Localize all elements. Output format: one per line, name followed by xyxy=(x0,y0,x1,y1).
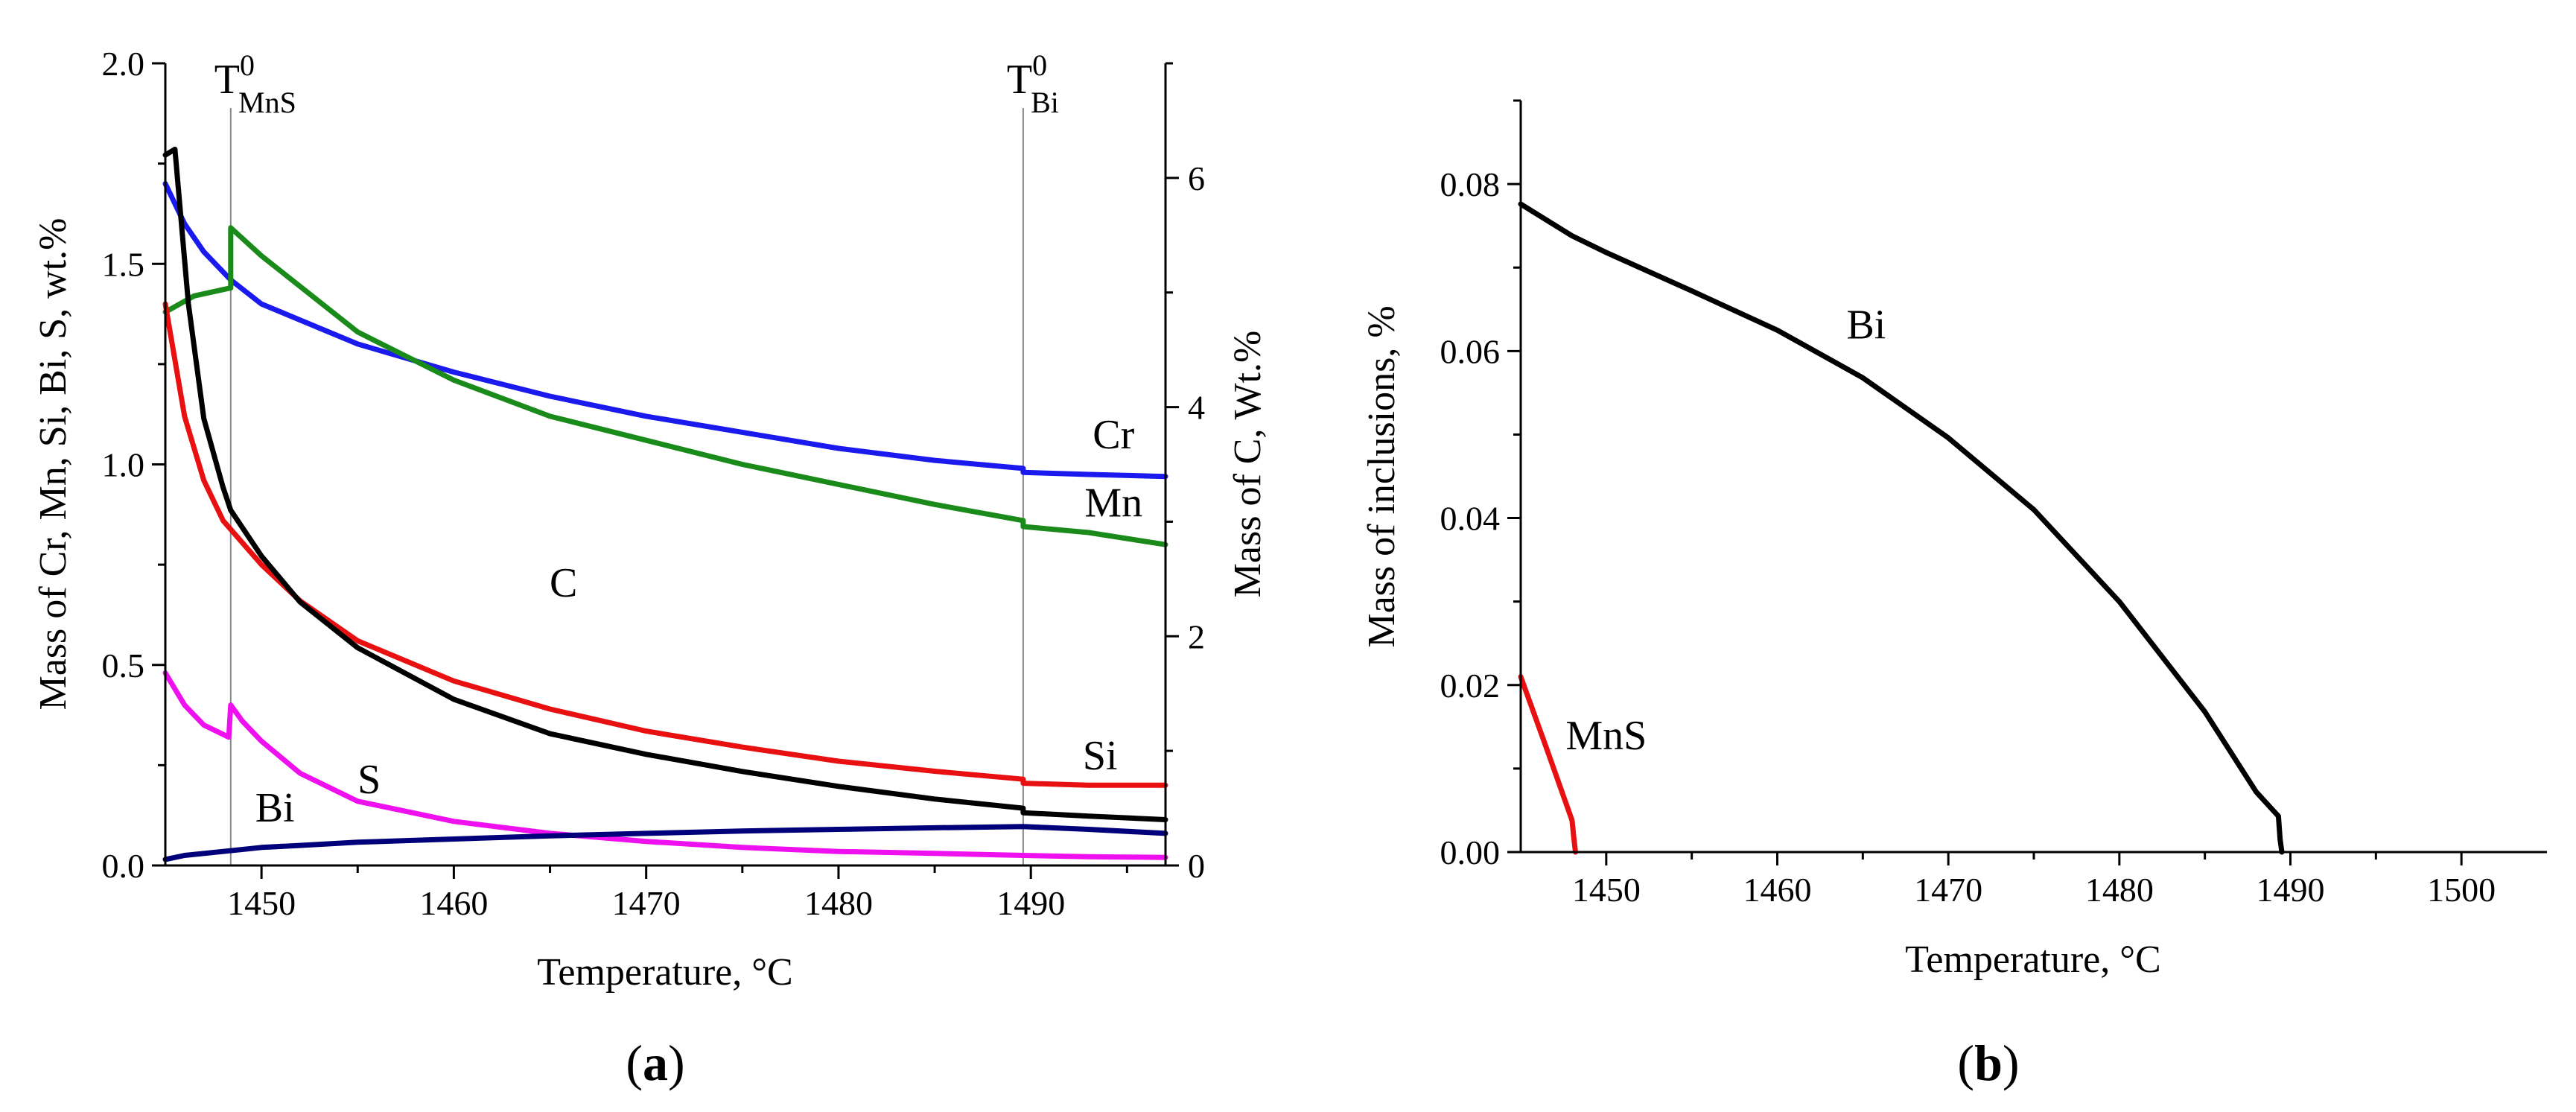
a-x-tick-label: 1490 xyxy=(996,884,1065,922)
a-series-si xyxy=(162,301,1168,788)
panel-b: 1450 1460 1470 1480 1490 1500 0.00 0.02 0.04 0.06… xyxy=(1361,99,2547,1091)
a-series-label-si: Si xyxy=(1083,733,1118,779)
a-series-group xyxy=(162,146,1168,862)
a-x-tick-label: 1450 xyxy=(227,884,296,922)
b-panel-letter: b xyxy=(1974,1035,2003,1091)
b-series-label-bi: Bi xyxy=(1846,302,1886,349)
a-series-bi xyxy=(162,824,1168,862)
b-y-tick-label: 0.04 xyxy=(1440,500,1501,538)
b-y-tick-label: 0.00 xyxy=(1440,833,1501,871)
a-series-label-c: C xyxy=(550,560,577,606)
b-ticks xyxy=(1507,99,2463,865)
a-series-label-s: S xyxy=(357,757,381,803)
a-panel-label: (a) xyxy=(626,1035,684,1091)
a-y-axis-title: Mass of Cr, Mn, Si, Bi, S, wt.% xyxy=(32,218,74,711)
a-y2-axis-title: Mass of C, Wt.% xyxy=(1227,331,1269,598)
a-x-axis-title: Temperature, °C xyxy=(537,951,792,994)
b-panel-label: (b) xyxy=(1957,1035,2019,1091)
b-x-axis-title: Temperature, °C xyxy=(1905,938,2160,981)
a-y-tick-label: 1.5 xyxy=(102,245,145,283)
a-series-label-mn: Mn xyxy=(1084,480,1142,527)
a-marker-label-bi: T0 Bi xyxy=(1007,48,1059,119)
a-y-tick-label: 0.5 xyxy=(102,646,145,684)
panel-a: 1450 1460 1470 1480 1490 0.0 0.5 1.0 1.5 2.0 0 2 4 6 T… xyxy=(32,45,1269,1091)
a-y-tick-label: 1.0 xyxy=(102,446,145,484)
a-ticks xyxy=(152,62,1179,879)
a-series-label-bi: Bi xyxy=(255,785,295,831)
a-y2-tick-label: 2 xyxy=(1188,617,1205,655)
a-marker-label-mns: T0 MnS xyxy=(214,48,296,119)
a-y2-tick-label: 6 xyxy=(1188,159,1205,197)
b-x-tick-label: 1490 xyxy=(2257,871,2325,909)
a-series-label-cr: Cr xyxy=(1093,412,1134,458)
b-y-tick-label: 0.02 xyxy=(1440,667,1501,705)
a-x-tick-label: 1470 xyxy=(612,884,681,922)
b-labels: 1450 1460 1470 1480 1490 1500 0.00 0.02 0.04 0.06… xyxy=(1440,165,2496,909)
a-labels: 1450 1460 1470 1480 1490 0.0 0.5 1.0 1.5 2.0 0 2 4 6 T… xyxy=(102,45,1206,922)
a-x-tick-label: 1480 xyxy=(804,884,873,922)
b-y-axis-title: Mass of inclusions, % xyxy=(1361,305,1403,647)
b-x-tick-label: 1470 xyxy=(1914,871,1982,909)
a-series-cr xyxy=(162,181,1168,480)
a-series-c xyxy=(162,146,1168,822)
a-y2-tick-label: 4 xyxy=(1188,389,1205,427)
a-y-tick-label: 2.0 xyxy=(102,45,145,83)
b-x-tick-label: 1500 xyxy=(2427,871,2496,909)
a-series-s xyxy=(162,670,1168,860)
b-x-tick-label: 1450 xyxy=(1572,871,1641,909)
b-y-tick-label: 0.06 xyxy=(1440,332,1501,370)
b-series-label-mns: MnS xyxy=(1565,713,1647,759)
a-panel-letter: a xyxy=(643,1035,668,1091)
a-x-tick-label: 1460 xyxy=(419,884,488,922)
b-x-tick-label: 1460 xyxy=(1743,871,1812,909)
b-series-bi xyxy=(1518,201,2285,855)
b-series-group xyxy=(1518,201,2285,855)
a-y-tick-label: 0.0 xyxy=(102,847,145,885)
a-series-mn xyxy=(162,225,1168,547)
a-y2-tick-label: 0 xyxy=(1188,847,1205,885)
b-x-tick-label: 1480 xyxy=(2085,871,2154,909)
b-series-mns xyxy=(1518,674,1578,855)
b-y-tick-label: 0.08 xyxy=(1440,165,1501,203)
